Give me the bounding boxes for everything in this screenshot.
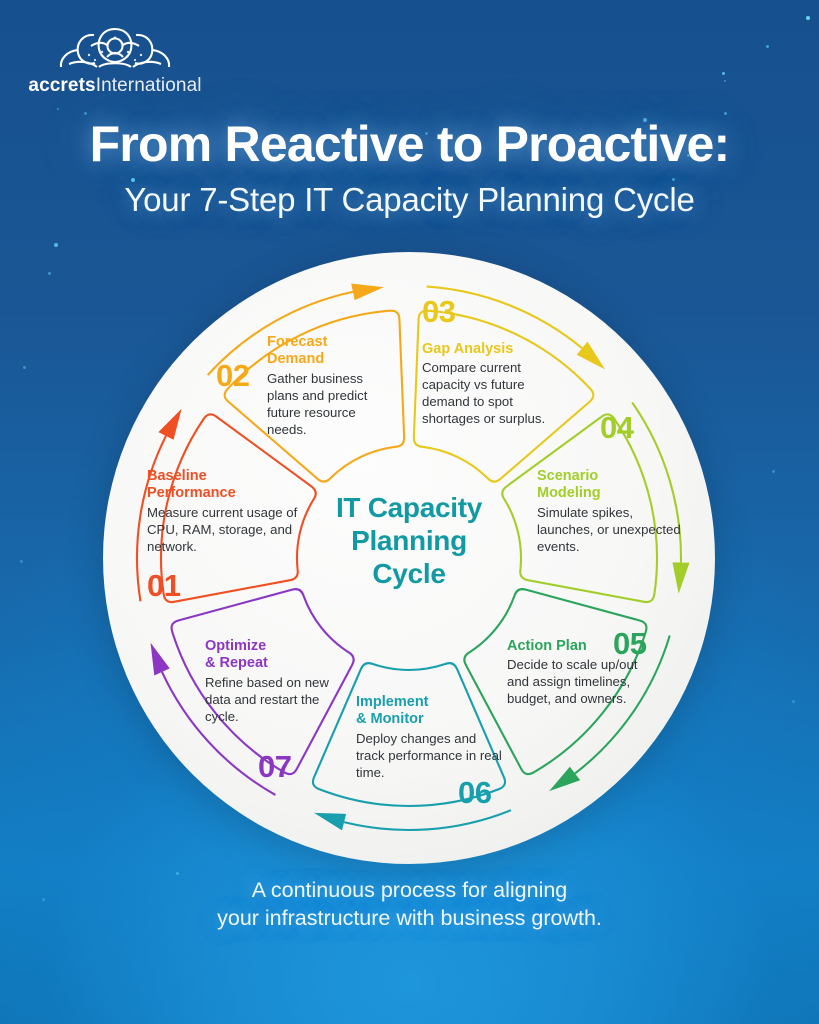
wheel-segment-02[interactable] <box>223 309 406 483</box>
hub-line-3: Cycle <box>372 557 446 589</box>
brand-name-bold: accrets <box>28 75 96 96</box>
wheel-arrow-arc-07 <box>161 671 276 796</box>
step-02-label[interactable]: Forecast Demand Gather business plans and… <box>267 334 397 438</box>
step-01-desc: Measure current usage of CPU, RAM, stora… <box>147 504 298 554</box>
wheel-hub-label: IT Capacity Planning Cycle <box>299 492 519 590</box>
step-04-desc: Simulate spikes, launches, or unexpected… <box>537 504 681 554</box>
wheel-arrow-arc-01 <box>135 435 167 602</box>
step-07-label[interactable]: Optimize & Repeat Refine based on new dat… <box>205 638 355 725</box>
wheel-segment-01[interactable] <box>159 413 317 604</box>
step-07-title: Optimize & Repeat <box>205 638 268 672</box>
footer-caption: A continuous process for aligning your i… <box>0 876 819 933</box>
step-07-number: 07 <box>258 749 292 784</box>
wheel-segment-04[interactable] <box>501 413 659 604</box>
capacity-planning-wheel: IT Capacity Planning Cycle Baseline Perfo… <box>103 252 715 864</box>
wheel-arrow-head-01 <box>158 408 182 440</box>
step-03-number: 03 <box>422 294 456 329</box>
step-01-title: Baseline Performance <box>147 468 236 502</box>
step-05-desc: Decide to scale up/out and assign timeli… <box>507 657 638 707</box>
wheel-arrow-arc-03 <box>426 285 583 350</box>
step-06-label[interactable]: Implement & Monitor Deploy changes and tr… <box>356 694 504 781</box>
wheel-arrow-head-07 <box>150 642 170 676</box>
footer-line-1: A continuous process for aligning <box>251 878 568 902</box>
step-02-desc: Gather business plans and predict future… <box>267 370 368 437</box>
wheel-arrow-arc-05 <box>574 635 671 775</box>
wheel-arrow-arc-02 <box>206 290 354 376</box>
step-06-title: Implement & Monitor <box>356 694 429 728</box>
wheel-segment-07[interactable] <box>170 588 355 776</box>
brand-name-light: International <box>95 75 202 96</box>
step-02-number: 02 <box>216 358 250 393</box>
wheel-arrow-arc-06 <box>343 809 512 832</box>
wheel-arrow-head-06 <box>314 812 347 831</box>
wheel-segment-03[interactable] <box>412 309 595 483</box>
step-04-number: 04 <box>600 410 634 445</box>
step-01-number: 01 <box>147 568 181 603</box>
wheel-disc-background <box>103 252 715 864</box>
knot-crown-logo-icon <box>59 27 171 68</box>
brand-logo[interactable]: accretsInternational <box>20 22 210 97</box>
wheel-arrow-head-04 <box>672 562 690 594</box>
step-03-title: Gap Analysis <box>422 341 514 357</box>
page-title: From Reactive to Proactive: <box>89 116 731 172</box>
footer-line-2: your infrastructure with business growth… <box>217 906 602 931</box>
step-01-label[interactable]: Baseline Performance Measure current usag… <box>147 468 315 555</box>
step-05-title: Action Plan <box>507 638 587 654</box>
step-06-desc: Deploy changes and track performance in … <box>356 730 502 780</box>
wheel-arrow-head-02 <box>351 283 384 301</box>
hub-line-1: IT Capacity <box>335 492 483 523</box>
step-04-title: Scenario Modeling <box>537 468 601 502</box>
wheel-segment-05[interactable] <box>463 588 648 776</box>
step-03-label[interactable]: Gap Analysis Compare current capacity vs… <box>422 341 550 428</box>
step-05-number: 05 <box>613 626 647 661</box>
wheel-arrow-arc-04 <box>631 401 683 563</box>
step-05-label[interactable]: Action Plan Decide to scale up/out and a… <box>507 638 643 707</box>
page-title-block: From Reactive to Proactive: Your 7-Step … <box>0 118 819 219</box>
wheel-segments-svg <box>135 283 690 832</box>
step-04-label[interactable]: Scenario Modeling Simulate spikes, launch… <box>537 468 683 555</box>
page-subtitle: Your 7-Step IT Capacity Planning Cycle <box>124 180 695 218</box>
hub-line-2: Planning <box>351 524 467 556</box>
step-07-desc: Refine based on new data and restart the… <box>205 674 329 724</box>
step-03-desc: Compare current capacity vs future deman… <box>422 360 546 427</box>
wheel-arrow-head-03 <box>576 341 606 370</box>
wheel-segment-06[interactable] <box>311 662 507 807</box>
step-02-title: Forecast Demand <box>267 334 328 368</box>
wheel-arrow-head-05 <box>549 766 581 792</box>
step-06-number: 06 <box>458 775 492 810</box>
brand-wordmark: accretsInternational <box>20 75 210 97</box>
